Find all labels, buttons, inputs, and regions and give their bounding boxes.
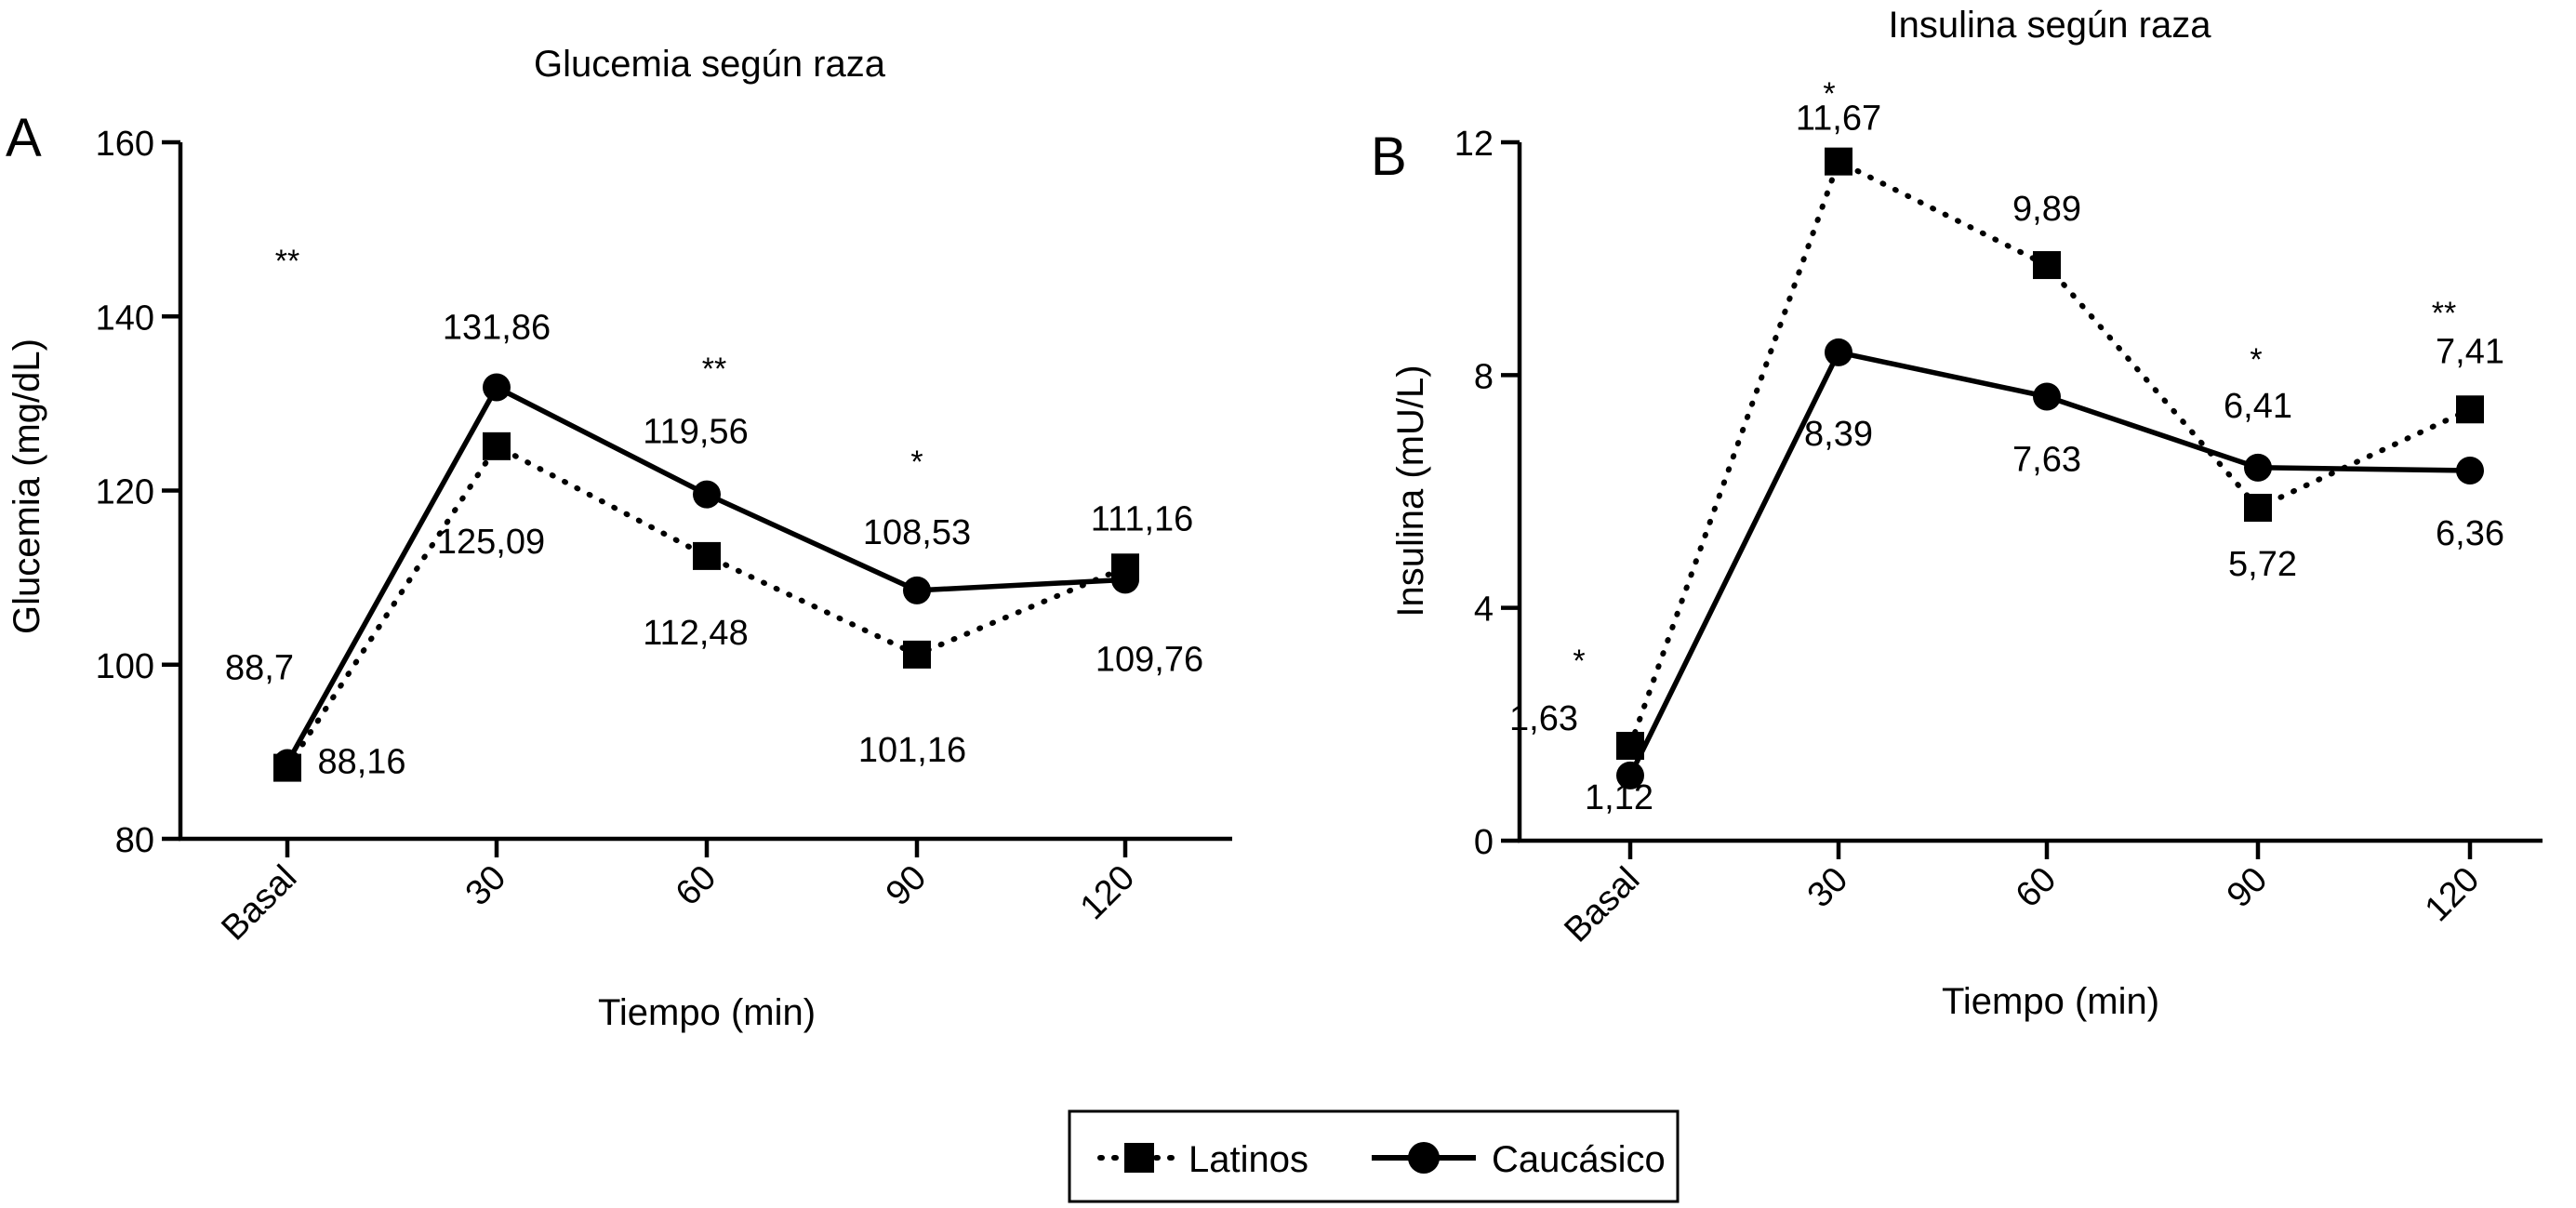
panel-b-letter: B [1371,126,1407,187]
data-label-caucasico: 131,86 [443,308,551,347]
panel-a-letter: A [6,108,42,168]
panel-b-x-axis-label: Tiempo (min) [1942,981,2159,1022]
legend: Latinos Caucásico [1068,1109,1680,1203]
data-label-latinos: 11,67 [1796,100,1881,139]
data-label-caucasico: 109,76 [1095,640,1203,679]
data-point-latinos [483,431,511,460]
data-label-caucasico: 119,56 [643,413,748,452]
y-tick-label: 4 [1474,591,1494,630]
data-point-caucasico [2244,453,2272,482]
x-tick-label: 90 [2220,860,2276,916]
panel-a-title: Glucemia según raza [534,44,886,85]
panel-a-y-axis-label: Glucemia (mg/dL) [7,339,47,634]
series-line-caucasico [1627,350,2471,777]
significance-mark: ** [702,352,726,387]
data-label-caucasico: 7,63 [2012,440,2081,479]
data-point-caucasico [483,373,511,402]
y-tick-label: 0 [1474,823,1494,862]
data-label-caucasico: 1,12 [1585,778,1653,817]
data-point-caucasico [273,749,301,777]
data-point-latinos [2033,251,2061,280]
x-tick-label: 30 [1800,860,1856,916]
y-tick-label: 80 [115,821,154,860]
panel-b-y-axis-label: Insulina (mU/L) [1390,365,1431,617]
x-tick-label: 90 [879,858,935,914]
y-tick-label: 140 [96,299,154,338]
data-point-caucasico [1616,761,1644,790]
significance-mark: ** [2432,296,2456,331]
data-label-latinos: 5,72 [2228,545,2297,584]
y-tick-label: 12 [1454,125,1494,164]
data-point-caucasico [693,480,721,509]
y-tick-label: 160 [96,125,154,164]
y-tick-label: 8 [1474,357,1494,396]
x-tick-label: 120 [1073,858,1143,928]
data-point-caucasico [903,576,931,604]
data-label-caucasico: 88,7 [225,649,294,688]
data-point-latinos [693,541,721,570]
data-label-caucasico: 8,39 [1804,415,1873,454]
significance-mark: * [1823,76,1835,112]
legend-square-marker-icon [1124,1143,1154,1173]
data-label-latinos: 125,09 [437,523,545,562]
panel-a-glucemia-chart: A Glucemia según raza Glucemia (mg/dL) T… [6,44,1232,1033]
data-point-latinos [903,640,931,669]
legend-label-caucasico: Caucásico [1492,1139,1666,1180]
panel-a-series [273,373,1139,782]
significance-mark: * [910,445,923,480]
panel-a-data-labels: 88,16 125,09 112,48 101,16 111,16 88,7 131,86 1… [225,308,1203,781]
data-label-latinos: 7,41 [2436,332,2504,371]
legend-item-caucasico: Caucásico [1372,1139,1666,1180]
panel-b-axes [1517,142,2543,843]
panel-a-significance-marks: ***** [275,244,923,480]
panel-b-y-ticks: 0 4 8 12 [1454,125,1520,862]
x-tick-label: Basal [1557,860,1647,950]
legend-item-latinos: Latinos [1097,1139,1308,1180]
x-tick-label: Basal [214,858,304,949]
x-tick-label: 30 [458,858,514,914]
data-point-caucasico [2456,456,2484,485]
legend-label-latinos: Latinos [1188,1139,1308,1180]
data-label-caucasico: 6,41 [2224,387,2292,426]
x-tick-label: 60 [669,858,724,914]
data-point-latinos [2244,494,2272,523]
data-label-latinos: 101,16 [858,731,966,770]
y-tick-label: 100 [96,647,154,686]
panel-b-x-ticks: Basal 30 60 90 120 [1557,841,2487,950]
data-label-latinos: 1,63 [1509,699,1578,738]
x-tick-label: 120 [2418,860,2488,930]
data-label-latinos: 111,16 [1091,499,1194,538]
data-label-latinos: 9,89 [2012,190,2081,229]
legend-circle-marker-icon [1408,1142,1440,1174]
panel-b-title: Insulina según raza [1889,5,2212,46]
panel-a-y-ticks: 80 100 120 140 160 [96,125,180,860]
data-point-latinos [2456,395,2484,424]
data-point-latinos [1825,147,1852,176]
significance-mark: * [1573,644,1585,679]
data-point-caucasico [2033,382,2061,411]
significance-mark: * [2250,342,2262,378]
data-label-latinos: 112,48 [643,614,748,653]
data-label-caucasico: 108,53 [863,513,971,552]
panel-b-series [1616,147,2484,790]
panel-a-x-axis-label: Tiempo (min) [598,992,816,1033]
significance-mark: ** [275,244,299,279]
data-label-caucasico: 6,36 [2436,514,2504,553]
data-point-caucasico [1825,338,1852,366]
panel-b-insulina-chart: B Insulina según raza Insulina (mU/L) Ti… [1371,5,2543,1022]
y-tick-label: 120 [96,473,154,512]
x-tick-label: 60 [2009,860,2065,916]
panel-b-data-labels: 1,63 11,67 9,89 5,72 7,41 1,12 8,39 7,63 6,41 6,3… [1509,100,2504,817]
data-label-latinos: 88,16 [317,743,405,782]
data-point-latinos [1616,731,1644,760]
panel-a-x-ticks: Basal 30 60 90 120 [214,839,1142,949]
panel-b-significance-marks: ***** [1573,76,2456,679]
data-point-caucasico [1111,565,1139,594]
